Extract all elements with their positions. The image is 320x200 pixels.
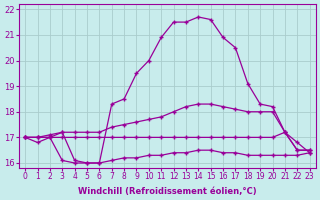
X-axis label: Windchill (Refroidissement éolien,°C): Windchill (Refroidissement éolien,°C) (78, 187, 257, 196)
